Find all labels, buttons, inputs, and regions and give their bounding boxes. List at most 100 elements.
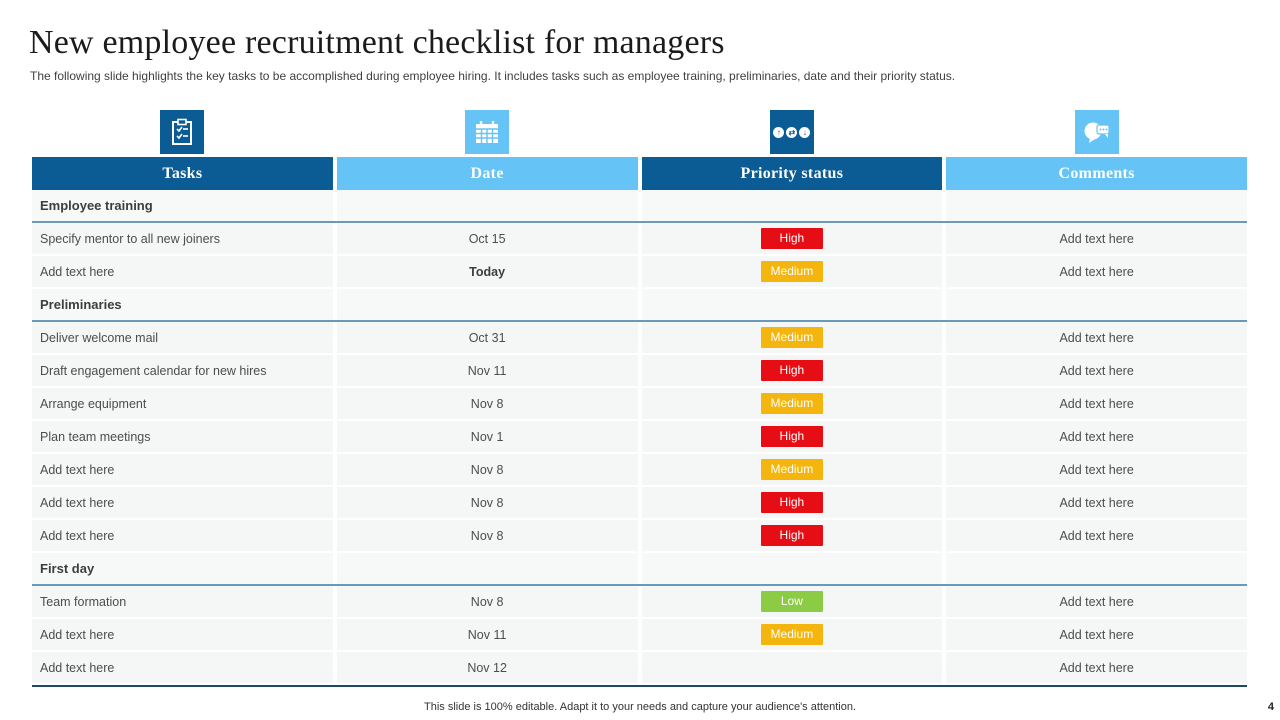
priority-badge: Medium bbox=[760, 393, 823, 414]
table-header-row: Tasks Date Priority status Comments bbox=[32, 157, 1247, 190]
section-title: Preliminaries bbox=[40, 297, 122, 312]
comment-cell: Add text here bbox=[946, 223, 1247, 254]
priority-cell: High bbox=[641, 421, 943, 452]
table-row: Draft engagement calendar for new hires N… bbox=[32, 355, 1247, 388]
column-header-priority: Priority status bbox=[641, 157, 943, 190]
comment-cell: Add text here bbox=[946, 487, 1247, 518]
comment-cell: Add text here bbox=[946, 322, 1247, 353]
comment-cell: Add text here bbox=[946, 355, 1247, 386]
table-row: Add text here Nov 11 Medium Add text here bbox=[32, 619, 1247, 652]
task-cell: Specify mentor to all new joiners bbox=[32, 223, 333, 254]
section-title-cell: First day bbox=[32, 553, 333, 584]
arrow-down-icon: ↓ bbox=[799, 126, 811, 138]
date-cell: Nov 1 bbox=[336, 421, 638, 452]
task-cell: Draft engagement calendar for new hires bbox=[32, 355, 333, 386]
date-cell: Nov 8 bbox=[336, 520, 638, 551]
priority-cell: High bbox=[641, 487, 943, 518]
date-cell: Oct 15 bbox=[336, 223, 638, 254]
task-cell: Plan team meetings bbox=[32, 421, 333, 452]
calendar-icon bbox=[465, 110, 510, 154]
task-cell: Add text here bbox=[32, 520, 333, 551]
date-cell: Nov 8 bbox=[336, 487, 638, 518]
table-row: Arrange equipment Nov 8 Medium Add text her… bbox=[32, 388, 1247, 421]
table-row: Team formation Nov 8 Low Add text here bbox=[32, 586, 1247, 619]
page-number: 4 bbox=[1267, 701, 1274, 713]
table-row: Plan team meetings Nov 1 High Add text here bbox=[32, 421, 1247, 454]
priority-badge: High bbox=[760, 228, 823, 249]
section-title: Employee training bbox=[40, 198, 153, 213]
section-title-cell: Preliminaries bbox=[32, 289, 333, 320]
table-row: Add text here Nov 8 Medium Add text here bbox=[32, 454, 1247, 487]
table-row: Specify mentor to all new joiners Oct 15 H… bbox=[32, 223, 1247, 256]
priority-cell: High bbox=[641, 223, 943, 254]
date-cell bbox=[336, 553, 638, 584]
priority-cell: High bbox=[641, 355, 943, 386]
priority-cell bbox=[641, 553, 943, 584]
section-title-cell: Employee training bbox=[32, 190, 333, 221]
section-row: Employee training bbox=[32, 190, 1247, 223]
checklist-table: ↑ ⇄ ↓ bbox=[32, 110, 1247, 687]
comment-cell bbox=[946, 289, 1247, 320]
priority-arrows-icon: ↑ ⇄ ↓ bbox=[769, 110, 814, 154]
section-title: First day bbox=[40, 561, 95, 576]
section-row: First day bbox=[32, 553, 1247, 586]
table-row: Add text here Today Medium Add text here bbox=[32, 256, 1247, 289]
date-cell: Nov 11 bbox=[336, 619, 638, 650]
page-subtitle: The following slide highlights the key t… bbox=[30, 69, 956, 83]
column-header-comments: Comments bbox=[946, 157, 1247, 190]
section-row: Preliminaries bbox=[32, 289, 1247, 322]
priority-cell bbox=[641, 289, 943, 320]
task-cell: Team formation bbox=[32, 586, 333, 617]
comment-cell bbox=[946, 553, 1247, 584]
priority-cell bbox=[641, 190, 943, 221]
footer-note: This slide is 100% editable. Adapt it to… bbox=[424, 701, 856, 713]
date-cell: Nov 11 bbox=[336, 355, 638, 386]
date-cell: Nov 8 bbox=[336, 454, 638, 485]
clipboard-checklist-icon bbox=[160, 110, 205, 154]
comment-cell: Add text here bbox=[946, 421, 1247, 452]
date-cell: Oct 31 bbox=[336, 322, 638, 353]
table-body: Employee training Specify mentor to all n… bbox=[32, 190, 1247, 687]
arrow-left-right-icon: ⇄ bbox=[786, 126, 798, 138]
task-cell: Add text here bbox=[32, 487, 333, 518]
priority-badge: High bbox=[760, 492, 823, 513]
priority-badge: Low bbox=[760, 591, 823, 612]
priority-cell: Medium bbox=[641, 619, 943, 650]
priority-badge: High bbox=[760, 525, 823, 546]
table-row: Deliver welcome mail Oct 31 Medium Add text… bbox=[32, 322, 1247, 355]
comment-cell bbox=[946, 190, 1247, 221]
task-cell: Add text here bbox=[32, 256, 333, 287]
priority-cell: Medium bbox=[641, 256, 943, 287]
priority-badge: Medium bbox=[760, 624, 823, 645]
comment-cell: Add text here bbox=[946, 619, 1247, 650]
priority-badge: High bbox=[760, 426, 823, 447]
priority-cell: Medium bbox=[641, 322, 943, 353]
page-title: New employee recruitment checklist for m… bbox=[29, 24, 725, 61]
column-header-tasks: Tasks bbox=[32, 157, 333, 190]
task-cell: Add text here bbox=[32, 652, 333, 683]
comment-cell: Add text here bbox=[946, 652, 1247, 683]
task-cell: Deliver welcome mail bbox=[32, 322, 333, 353]
date-cell bbox=[336, 190, 638, 221]
date-cell: Nov 8 bbox=[336, 586, 638, 617]
priority-cell: Medium bbox=[641, 388, 943, 419]
date-cell: Nov 12 bbox=[336, 652, 638, 683]
column-icons-row: ↑ ⇄ ↓ bbox=[32, 110, 1247, 157]
date-cell bbox=[336, 289, 638, 320]
comment-cell: Add text here bbox=[946, 520, 1247, 551]
task-cell: Add text here bbox=[32, 454, 333, 485]
priority-badge: Medium bbox=[760, 459, 823, 480]
priority-cell bbox=[641, 652, 943, 683]
table-row: Add text here Nov 8 High Add text here bbox=[32, 520, 1247, 553]
priority-badge: Medium bbox=[760, 327, 823, 348]
task-cell: Arrange equipment bbox=[32, 388, 333, 419]
comment-cell: Add text here bbox=[946, 454, 1247, 485]
comment-cell: Add text here bbox=[946, 256, 1247, 287]
speech-bubbles-icon bbox=[1074, 110, 1119, 154]
priority-badge: Medium bbox=[760, 261, 823, 282]
priority-badge: High bbox=[760, 360, 823, 381]
task-cell: Add text here bbox=[32, 619, 333, 650]
table-row: Add text here Nov 8 High Add text here bbox=[32, 487, 1247, 520]
arrow-up-icon: ↑ bbox=[773, 126, 785, 138]
